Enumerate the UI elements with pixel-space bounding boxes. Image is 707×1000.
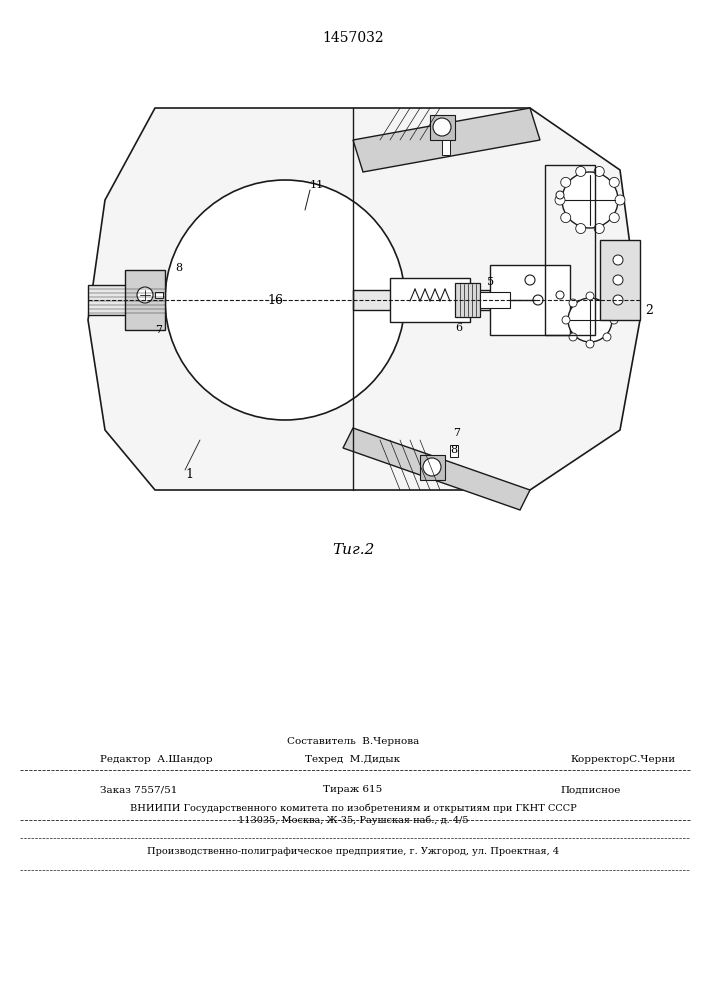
Text: 16: 16 — [267, 294, 283, 306]
Text: Заказ 7557/51: Заказ 7557/51 — [100, 786, 177, 794]
Bar — [442, 140, 450, 155]
Circle shape — [569, 299, 577, 307]
Text: 7: 7 — [155, 325, 162, 335]
Circle shape — [556, 291, 564, 299]
Circle shape — [586, 292, 594, 300]
Circle shape — [561, 177, 571, 187]
Polygon shape — [343, 428, 530, 510]
Text: КорректорС.Черни: КорректорС.Черни — [570, 756, 675, 764]
Text: 1: 1 — [185, 468, 193, 482]
Bar — [430, 115, 455, 140]
Polygon shape — [88, 285, 165, 315]
Bar — [450, 445, 458, 457]
Text: 1457032: 1457032 — [322, 31, 384, 45]
Bar — [480, 292, 510, 308]
Circle shape — [575, 166, 585, 176]
Bar — [600, 240, 640, 320]
Polygon shape — [353, 290, 490, 310]
Circle shape — [603, 333, 611, 341]
Circle shape — [433, 118, 451, 136]
Circle shape — [609, 213, 619, 223]
Text: 6: 6 — [455, 323, 462, 333]
Circle shape — [562, 316, 570, 324]
Bar — [390, 278, 470, 322]
Text: Техред  М.Дидык: Техред М.Дидык — [305, 756, 401, 764]
Circle shape — [568, 298, 612, 342]
Circle shape — [561, 213, 571, 223]
Text: 113035, Москва, Ж-35, Раушская наб., д. 4/5: 113035, Москва, Ж-35, Раушская наб., д. … — [238, 815, 468, 825]
Bar — [455, 283, 480, 317]
Circle shape — [595, 166, 604, 176]
Circle shape — [595, 224, 604, 234]
Text: 7: 7 — [453, 428, 460, 438]
Text: 11: 11 — [310, 180, 325, 190]
Circle shape — [137, 287, 153, 303]
Text: 2: 2 — [645, 304, 653, 316]
Circle shape — [562, 172, 618, 228]
Circle shape — [609, 177, 619, 187]
Bar — [420, 455, 445, 480]
Circle shape — [525, 275, 535, 285]
Circle shape — [603, 299, 611, 307]
Text: 8: 8 — [450, 445, 457, 455]
Bar — [125, 270, 165, 330]
Circle shape — [610, 316, 618, 324]
Circle shape — [165, 180, 405, 420]
Circle shape — [613, 255, 623, 265]
Text: Тираж 615: Тираж 615 — [323, 786, 382, 794]
Circle shape — [586, 340, 594, 348]
Circle shape — [613, 295, 623, 305]
Circle shape — [575, 224, 585, 234]
Circle shape — [615, 195, 625, 205]
Circle shape — [555, 195, 565, 205]
Circle shape — [533, 295, 543, 305]
Text: ВНИИПИ Государственного комитета по изобретениям и открытиям при ГКНТ СССР: ВНИИПИ Государственного комитета по изоб… — [129, 803, 576, 813]
Text: 5: 5 — [487, 277, 494, 287]
Text: 8: 8 — [175, 263, 182, 273]
Circle shape — [569, 333, 577, 341]
Text: Τиг.2: Τиг.2 — [332, 543, 374, 557]
Circle shape — [556, 191, 564, 199]
Bar — [155, 292, 163, 298]
Text: Производственно-полиграфическое предприятие, г. Ужгород, ул. Проектная, 4: Производственно-полиграфическое предприя… — [147, 848, 559, 856]
Polygon shape — [88, 108, 640, 490]
Text: Составитель  В.Чернова: Составитель В.Чернова — [287, 738, 419, 746]
Text: Подписное: Подписное — [560, 786, 620, 794]
Text: Редактор  А.Шандор: Редактор А.Шандор — [100, 756, 213, 764]
Circle shape — [423, 458, 441, 476]
Circle shape — [613, 275, 623, 285]
Polygon shape — [353, 108, 540, 172]
Bar — [490, 265, 570, 335]
Bar — [545, 165, 595, 335]
